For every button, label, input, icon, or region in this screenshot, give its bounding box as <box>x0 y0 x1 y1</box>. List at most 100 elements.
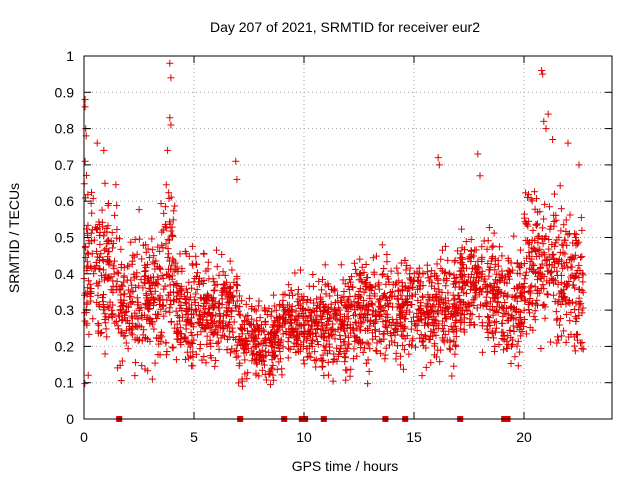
x-tick-label: 15 <box>406 429 422 445</box>
scatter-point <box>249 338 257 346</box>
y-tick-label: 0.7 <box>55 157 75 173</box>
scatter-point <box>294 290 302 298</box>
scatter-point <box>274 318 282 326</box>
y-tick-label: 0.8 <box>55 121 75 137</box>
scatter-point <box>104 247 112 255</box>
scatter-point <box>279 343 287 351</box>
scatter-point <box>341 338 349 346</box>
scatter-point <box>294 285 302 293</box>
scatter-point <box>233 287 241 295</box>
scatter-point <box>250 306 258 314</box>
scatter-point <box>158 228 166 236</box>
scatter-point <box>213 263 221 271</box>
scatter-point <box>160 312 168 320</box>
scatter-point <box>178 265 186 273</box>
scatter-point <box>113 277 121 285</box>
scatter-point <box>117 291 125 299</box>
scatter-point <box>250 321 258 329</box>
scatter-point <box>153 315 161 323</box>
scatter-point <box>238 377 246 385</box>
scatter-point <box>181 295 189 303</box>
scatter-point <box>116 306 124 314</box>
scatter-point <box>269 371 277 379</box>
scatter-point <box>192 252 200 260</box>
scatter-point <box>324 308 332 316</box>
scatter-point <box>158 272 166 280</box>
scatter-point <box>96 240 104 248</box>
scatter-point <box>270 291 278 299</box>
scatter-point <box>88 188 96 196</box>
scatter-point <box>150 252 158 260</box>
scatter-point <box>300 356 308 364</box>
scatter-point <box>230 297 238 305</box>
scatter-point <box>233 275 241 283</box>
scatter-point <box>148 318 156 326</box>
scatter-point <box>325 340 333 348</box>
scatter-point <box>214 304 222 312</box>
scatter-point <box>166 308 174 316</box>
scatter-point <box>112 317 120 325</box>
scatter-point <box>135 206 143 214</box>
scatter-point <box>84 371 92 379</box>
scatter-point <box>188 331 196 339</box>
scatter-point <box>328 285 336 293</box>
scatter-point <box>267 312 275 320</box>
scatter-point <box>285 330 293 338</box>
scatter-point <box>256 348 264 356</box>
scatter-point <box>143 275 151 283</box>
scatter-point <box>116 361 124 369</box>
y-tick-label: 0 <box>66 411 74 427</box>
scatter-point <box>320 372 328 380</box>
scatter-point <box>194 318 202 326</box>
scatter-point <box>259 358 267 366</box>
scatter-point <box>163 296 171 304</box>
scatter-point <box>138 314 146 322</box>
scatter-point <box>297 321 305 329</box>
scatter-point <box>168 343 176 351</box>
scatter-point <box>167 300 175 308</box>
y-tick-label: 0.2 <box>55 338 75 354</box>
scatter-point <box>135 282 143 290</box>
scatter-point <box>237 324 245 332</box>
scatter-point <box>283 301 291 309</box>
scatter-point <box>336 306 344 314</box>
scatter-point <box>159 244 167 252</box>
scatter-point <box>192 307 200 315</box>
scatter-point <box>172 307 180 315</box>
scatter-point <box>242 300 250 308</box>
scatter-point <box>126 293 134 301</box>
scatter-point <box>151 287 159 295</box>
scatter-point <box>128 260 136 268</box>
scatter-point <box>152 310 160 318</box>
scatter-point <box>254 340 262 348</box>
scatter-point <box>328 325 336 333</box>
scatter-point <box>177 301 185 309</box>
scatter-point <box>93 247 101 255</box>
scatter-point <box>243 375 251 383</box>
scatter-point <box>210 328 218 336</box>
scatter-point <box>100 304 108 312</box>
scatter-point <box>213 339 221 347</box>
scatter-point <box>275 322 283 330</box>
scatter-point <box>209 275 217 283</box>
scatter-point <box>231 302 239 310</box>
scatter-point <box>232 347 240 355</box>
scatter-point <box>209 311 217 319</box>
scatter-point <box>290 342 298 350</box>
scatter-point <box>273 365 281 373</box>
scatter-point <box>99 257 107 265</box>
scatter-point <box>138 337 146 345</box>
scatter-point <box>137 323 145 331</box>
y-tick-label: 0.4 <box>55 266 75 282</box>
scatter-point <box>293 331 301 339</box>
scatter-point <box>123 276 131 284</box>
scatter-point <box>294 320 302 328</box>
scatter-point <box>142 248 150 256</box>
scatter-point <box>251 328 259 336</box>
scatter-point <box>225 299 233 307</box>
scatter-point <box>177 282 185 290</box>
scatter-point <box>147 278 155 286</box>
scatter-point <box>278 365 286 373</box>
scatter-point <box>118 328 126 336</box>
